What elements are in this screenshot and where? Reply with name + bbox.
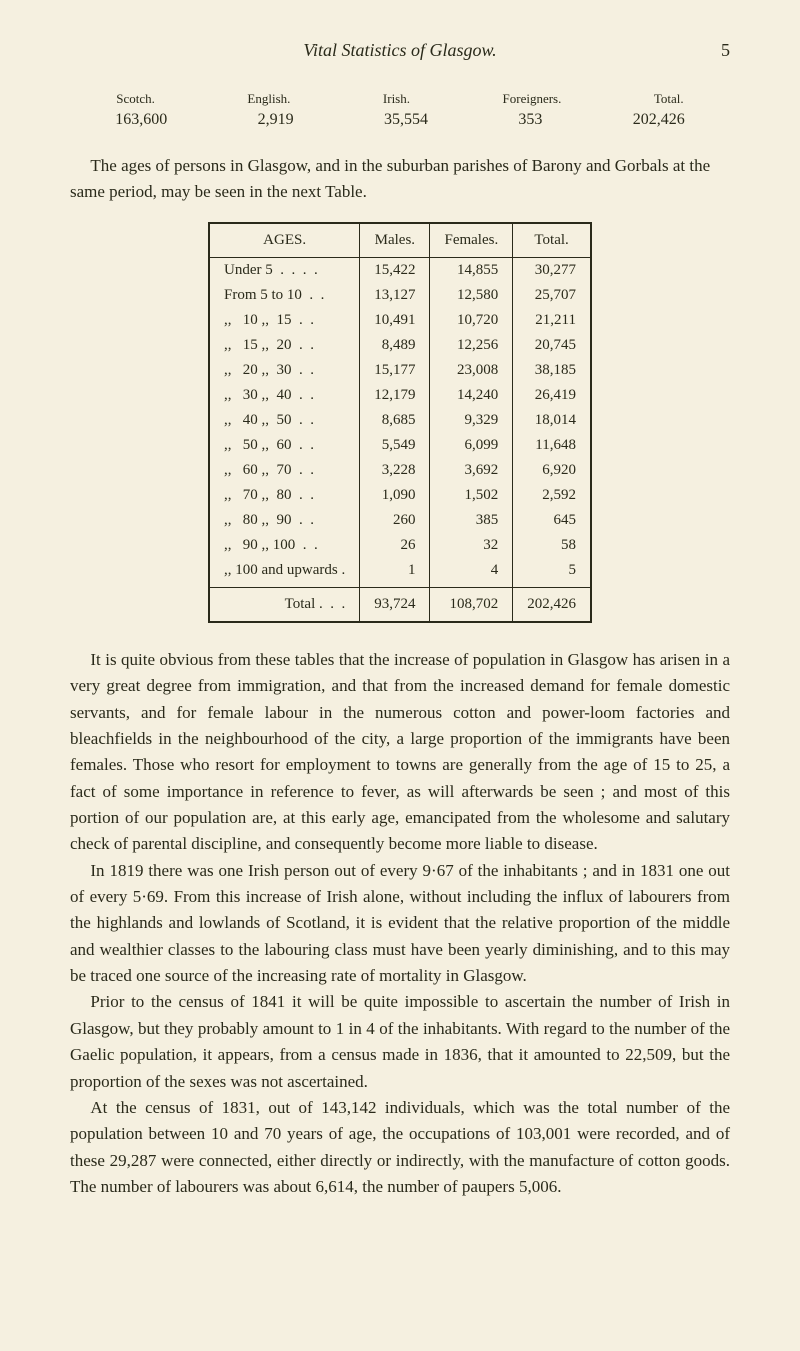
col-males: Males. — [360, 223, 430, 258]
page-title: Vital Statistics of Glasgow. — [100, 40, 700, 61]
cell-age-range: ,, 40 ,, 50 . . — [209, 408, 360, 433]
cell-total: 5 — [513, 558, 591, 588]
table-row: Under 5 . . . .15,42214,85530,277 — [209, 258, 591, 284]
stat-label-irish: Irish. — [383, 91, 410, 107]
cell-males: 15,177 — [360, 358, 430, 383]
cell-total-females: 108,702 — [430, 588, 513, 623]
cell-males: 15,422 — [360, 258, 430, 284]
table-row: ,, 70 ,, 80 . .1,0901,5022,592 — [209, 483, 591, 508]
table-row: ,, 50 ,, 60 . .5,5496,09911,648 — [209, 433, 591, 458]
paragraph-3: Prior to the census of 1841 it will be q… — [70, 989, 730, 1094]
page-header: Vital Statistics of Glasgow. 5 — [70, 40, 730, 61]
cell-males: 5,549 — [360, 433, 430, 458]
cell-males: 1 — [360, 558, 430, 588]
cell-females: 4 — [430, 558, 513, 588]
cell-age-range: ,, 30 ,, 40 . . — [209, 383, 360, 408]
cell-age-range: ,, 80 ,, 90 . . — [209, 508, 360, 533]
cell-age-range: ,, 20 ,, 30 . . — [209, 358, 360, 383]
ages-table-body: Under 5 . . . .15,42214,85530,277From 5 … — [209, 258, 591, 623]
nationality-labels: Scotch. English. Irish. Foreigners. Tota… — [70, 91, 730, 107]
cell-total: 30,277 — [513, 258, 591, 284]
cell-age-range: ,, 90 ,, 100 . . — [209, 533, 360, 558]
cell-total-label: Total . . . — [209, 588, 360, 623]
table-row: ,, 90 ,, 100 . .263258 — [209, 533, 591, 558]
cell-total: 21,211 — [513, 308, 591, 333]
cell-total-total: 202,426 — [513, 588, 591, 623]
cell-age-range: ,, 70 ,, 80 . . — [209, 483, 360, 508]
cell-total: 25,707 — [513, 283, 591, 308]
table-row: ,, 20 ,, 30 . .15,17723,00838,185 — [209, 358, 591, 383]
stat-value-foreigners: 353 — [518, 111, 542, 129]
cell-total: 20,745 — [513, 333, 591, 358]
cell-total: 18,014 — [513, 408, 591, 433]
table-row: ,, 15 ,, 20 . .8,48912,25620,745 — [209, 333, 591, 358]
cell-males: 8,685 — [360, 408, 430, 433]
stat-value-irish: 35,554 — [384, 111, 428, 129]
table-row: ,, 100 and upwards .145 — [209, 558, 591, 588]
col-females: Females. — [430, 223, 513, 258]
cell-males: 13,127 — [360, 283, 430, 308]
table-row: ,, 10 ,, 15 . .10,49110,72021,211 — [209, 308, 591, 333]
cell-females: 14,240 — [430, 383, 513, 408]
cell-females: 14,855 — [430, 258, 513, 284]
table-row: ,, 80 ,, 90 . .260385645 — [209, 508, 591, 533]
paragraph-4: At the census of 1831, out of 143,142 in… — [70, 1095, 730, 1200]
cell-females: 385 — [430, 508, 513, 533]
cell-males: 8,489 — [360, 333, 430, 358]
cell-males: 26 — [360, 533, 430, 558]
cell-total: 645 — [513, 508, 591, 533]
cell-age-range: ,, 100 and upwards . — [209, 558, 360, 588]
page-number: 5 — [700, 40, 730, 61]
stat-value-scotch: 163,600 — [115, 111, 167, 129]
cell-age-range: ,, 60 ,, 70 . . — [209, 458, 360, 483]
stat-label-scotch: Scotch. — [116, 91, 155, 107]
cell-females: 3,692 — [430, 458, 513, 483]
cell-age-range: ,, 15 ,, 20 . . — [209, 333, 360, 358]
table-row: From 5 to 10 . .13,12712,58025,707 — [209, 283, 591, 308]
cell-females: 32 — [430, 533, 513, 558]
cell-age-range: ,, 50 ,, 60 . . — [209, 433, 360, 458]
cell-total: 26,419 — [513, 383, 591, 408]
nationality-values: 163,600 2,919 35,554 353 202,426 — [70, 111, 730, 129]
table-total-row: Total . . .93,724108,702202,426 — [209, 588, 591, 623]
table-row: ,, 40 ,, 50 . .8,6859,32918,014 — [209, 408, 591, 433]
paragraph-1: It is quite obvious from these tables th… — [70, 647, 730, 858]
cell-females: 12,580 — [430, 283, 513, 308]
cell-males: 260 — [360, 508, 430, 533]
intro-paragraph: The ages of persons in Glasgow, and in t… — [70, 153, 730, 204]
stat-label-foreigners: Foreigners. — [503, 91, 562, 107]
cell-females: 10,720 — [430, 308, 513, 333]
stat-label-total: Total. — [654, 91, 684, 107]
col-total: Total. — [513, 223, 591, 258]
cell-total-males: 93,724 — [360, 588, 430, 623]
cell-total: 38,185 — [513, 358, 591, 383]
cell-age-range: Under 5 . . . . — [209, 258, 360, 284]
table-header-row: AGES. Males. Females. Total. — [209, 223, 591, 258]
cell-males: 3,228 — [360, 458, 430, 483]
cell-total: 2,592 — [513, 483, 591, 508]
col-ages: AGES. — [209, 223, 360, 258]
cell-females: 6,099 — [430, 433, 513, 458]
cell-females: 12,256 — [430, 333, 513, 358]
cell-total: 11,648 — [513, 433, 591, 458]
stat-value-total: 202,426 — [633, 111, 685, 129]
paragraph-2: In 1819 there was one Irish person out o… — [70, 858, 730, 990]
cell-total: 58 — [513, 533, 591, 558]
cell-females: 23,008 — [430, 358, 513, 383]
stat-label-english: English. — [247, 91, 290, 107]
cell-age-range: From 5 to 10 . . — [209, 283, 360, 308]
table-row: ,, 30 ,, 40 . .12,17914,24026,419 — [209, 383, 591, 408]
cell-males: 12,179 — [360, 383, 430, 408]
cell-males: 10,491 — [360, 308, 430, 333]
table-row: ,, 60 ,, 70 . .3,2283,6926,920 — [209, 458, 591, 483]
cell-age-range: ,, 10 ,, 15 . . — [209, 308, 360, 333]
cell-males: 1,090 — [360, 483, 430, 508]
ages-table: AGES. Males. Females. Total. Under 5 . .… — [208, 222, 592, 623]
cell-total: 6,920 — [513, 458, 591, 483]
cell-females: 9,329 — [430, 408, 513, 433]
cell-females: 1,502 — [430, 483, 513, 508]
stat-value-english: 2,919 — [258, 111, 294, 129]
